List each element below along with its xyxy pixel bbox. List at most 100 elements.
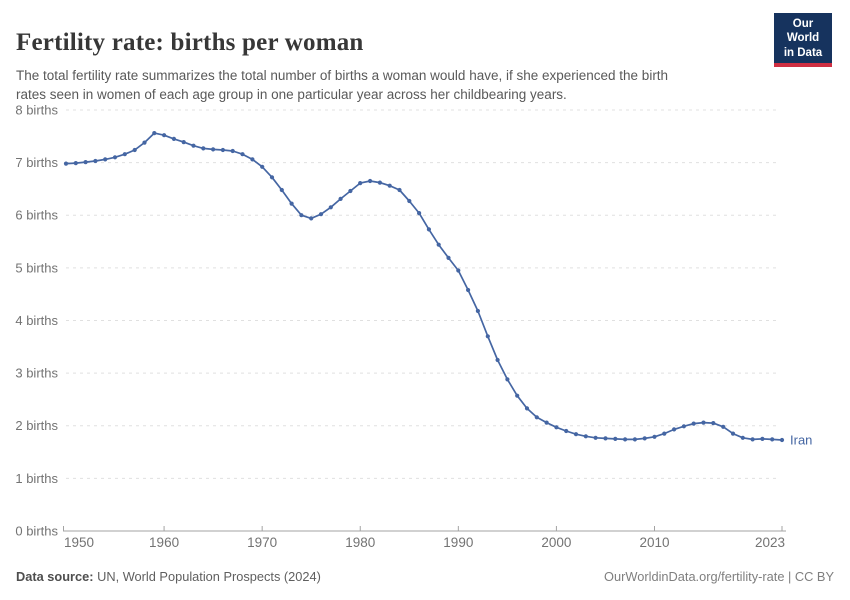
- data-point[interactable]: [485, 334, 490, 339]
- data-source-value: UN, World Population Prospects (2024): [97, 569, 321, 584]
- x-axis-label: 1990: [443, 535, 473, 550]
- data-point[interactable]: [122, 152, 127, 157]
- owid-logo[interactable]: Our World in Data: [774, 13, 832, 68]
- data-point[interactable]: [652, 434, 657, 439]
- data-point[interactable]: [760, 436, 765, 441]
- data-point[interactable]: [83, 160, 88, 165]
- fertility-line-chart[interactable]: 0 births 1 births 2 births 3 births 4 births…: [0, 0, 850, 560]
- data-point[interactable]: [466, 287, 471, 293]
- data-point[interactable]: [515, 393, 520, 398]
- data-point[interactable]: [230, 148, 235, 154]
- data-point[interactable]: [505, 377, 510, 382]
- data-point[interactable]: [368, 178, 373, 184]
- data-point[interactable]: [289, 201, 294, 206]
- y-axis-label: 8 births: [15, 102, 58, 117]
- data-point[interactable]: [603, 436, 608, 441]
- data-point[interactable]: [554, 425, 559, 430]
- chart-title: Fertility rate: births per woman: [16, 28, 364, 56]
- credit-line[interactable]: OurWorldinData.org/fertility-rate | CC B…: [604, 569, 834, 584]
- data-point[interactable]: [583, 434, 588, 439]
- data-point[interactable]: [681, 424, 687, 429]
- data-point[interactable]: [721, 424, 726, 429]
- data-point[interactable]: [573, 432, 579, 437]
- data-point[interactable]: [220, 147, 225, 153]
- data-point[interactable]: [211, 147, 216, 152]
- data-point[interactable]: [730, 431, 736, 436]
- data-point[interactable]: [279, 187, 284, 193]
- x-axis-label: 1970: [247, 535, 277, 550]
- data-point[interactable]: [534, 415, 539, 420]
- data-point[interactable]: [103, 157, 108, 162]
- x-axis-label: 2010: [639, 535, 669, 550]
- data-point[interactable]: [338, 196, 343, 201]
- data-point[interactable]: [711, 421, 716, 426]
- data-point[interactable]: [181, 140, 186, 145]
- data-point[interactable]: [132, 147, 137, 153]
- data-point[interactable]: [299, 213, 304, 218]
- data-point[interactable]: [426, 227, 431, 232]
- data-point[interactable]: [358, 181, 363, 186]
- x-axis-label: 2023: [755, 535, 785, 550]
- data-point[interactable]: [740, 435, 745, 440]
- data-point[interactable]: [662, 431, 667, 436]
- data-point[interactable]: [269, 175, 275, 180]
- data-point[interactable]: [436, 242, 441, 247]
- data-point[interactable]: [701, 420, 706, 425]
- data-source: Data source: UN, World Population Prospe…: [16, 569, 321, 584]
- data-point[interactable]: [152, 131, 157, 136]
- trend-line[interactable]: [65, 132, 783, 441]
- data-point[interactable]: [260, 164, 265, 169]
- data-point[interactable]: [672, 427, 677, 432]
- y-axis-label: 0 births: [15, 524, 58, 539]
- x-axis-label: 1980: [345, 535, 375, 550]
- owid-logo-line1: Our World: [786, 18, 820, 45]
- y-axis-label: 4 births: [15, 313, 58, 328]
- data-point[interactable]: [642, 436, 647, 441]
- data-point[interactable]: [691, 421, 696, 426]
- data-point[interactable]: [417, 211, 422, 216]
- data-point[interactable]: [593, 435, 598, 440]
- data-point[interactable]: [162, 133, 167, 138]
- data-point[interactable]: [377, 180, 382, 185]
- data-point[interactable]: [250, 157, 255, 162]
- data-point[interactable]: [328, 205, 333, 210]
- y-axis-label: 6 births: [15, 208, 58, 223]
- data-point[interactable]: [63, 161, 69, 166]
- entity-label[interactable]: Iran: [790, 432, 812, 447]
- data-point[interactable]: [318, 212, 324, 217]
- data-point[interactable]: [544, 420, 549, 425]
- data-point[interactable]: [240, 152, 245, 157]
- data-point[interactable]: [750, 437, 755, 442]
- y-axis-label: 2 births: [15, 418, 58, 433]
- data-point[interactable]: [397, 187, 402, 193]
- data-point[interactable]: [112, 155, 118, 160]
- data-point[interactable]: [446, 255, 451, 260]
- data-point[interactable]: [407, 198, 412, 204]
- data-point[interactable]: [613, 436, 618, 441]
- chart-subtitle: The total fertility rate summarizes the …: [16, 67, 669, 103]
- data-point[interactable]: [495, 357, 500, 363]
- data-point[interactable]: [623, 437, 628, 442]
- x-axis-label: 2000: [541, 535, 571, 550]
- data-point[interactable]: [632, 437, 638, 442]
- data-point[interactable]: [387, 183, 392, 188]
- data-point[interactable]: [524, 406, 530, 411]
- owid-logo-line2: in Data: [783, 46, 823, 59]
- y-axis-label: 1 births: [15, 471, 58, 486]
- data-point[interactable]: [73, 161, 78, 166]
- data-point[interactable]: [142, 140, 147, 145]
- data-point[interactable]: [201, 146, 206, 151]
- data-point[interactable]: [309, 216, 314, 221]
- data-point[interactable]: [93, 158, 98, 164]
- data-point[interactable]: [348, 188, 353, 194]
- data-point[interactable]: [475, 308, 480, 314]
- x-axis-label: 1960: [149, 535, 179, 550]
- y-axis-label: 7 births: [15, 155, 58, 170]
- data-point[interactable]: [779, 437, 785, 443]
- data-point[interactable]: [171, 136, 176, 141]
- data-point[interactable]: [456, 268, 461, 273]
- data-point[interactable]: [770, 437, 775, 442]
- data-point[interactable]: [191, 143, 196, 148]
- data-point[interactable]: [564, 428, 569, 434]
